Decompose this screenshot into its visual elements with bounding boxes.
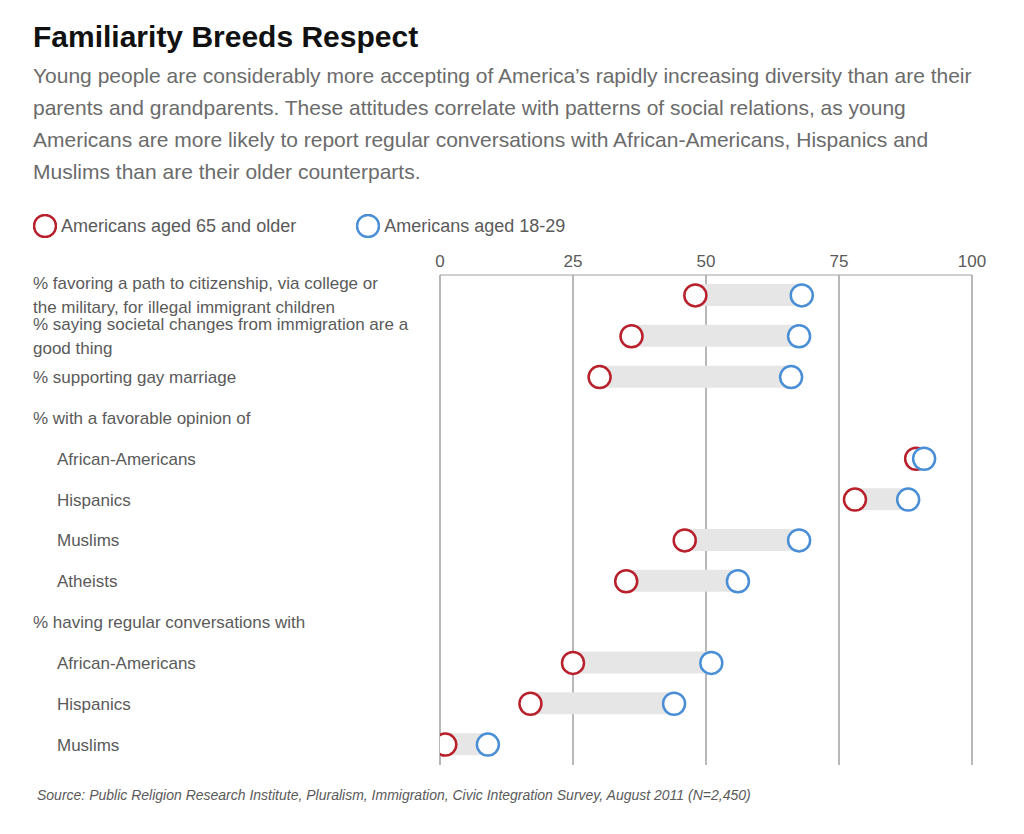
svg-text:50: 50 (697, 252, 716, 271)
svg-text:0: 0 (435, 252, 444, 271)
svg-text:% having regular conversations: % having regular conversations with (33, 613, 305, 632)
html-text:Source: Public Religion Resear: Source: Public Religion Research Institu… (37, 787, 751, 803)
svg-text:Hispanics: Hispanics (57, 694, 131, 713)
svg-text:Muslims: Muslims (57, 531, 119, 550)
svg-text:75: 75 (830, 252, 849, 271)
svg-text:Muslims: Muslims (57, 735, 119, 754)
svg-text:African-Americans: African-Americans (57, 449, 196, 468)
svg-text:Hispanics: Hispanics (57, 490, 131, 509)
svg-text:% supporting gay marriage: % supporting gay marriage (33, 368, 236, 387)
html-text:Americans aged 65 and older: Americans aged 65 and older (61, 215, 297, 236)
svg-text:African-Americans: African-Americans (57, 653, 196, 672)
svg-text:Atheists: Atheists (57, 572, 117, 591)
svg-text:% saying societal changes from: % saying societal changes from immigrati… (33, 315, 409, 358)
svg-text:25: 25 (564, 252, 583, 271)
html-text:Americans aged 18-29: Americans aged 18-29 (384, 215, 566, 236)
svg-text:% favoring a path to citizensh: % favoring a path to citizenship, via co… (33, 274, 378, 317)
svg-text:100: 100 (958, 252, 986, 271)
html-text:Young people are considerably: Young people are considerably more accep… (33, 64, 972, 183)
html-text:Familiarity Breeds Respect: Familiarity Breeds Respect (33, 20, 419, 53)
svg-text:% with a favorable opinion of: % with a favorable opinion of (33, 408, 251, 427)
